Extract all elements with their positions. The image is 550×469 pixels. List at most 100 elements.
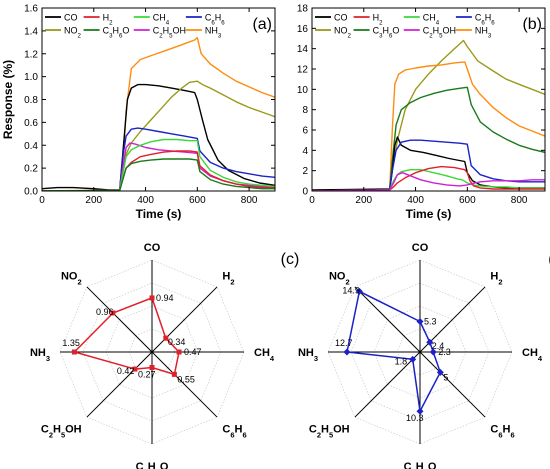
series-line-ch4 (42, 138, 275, 191)
series-line-c2h5oh (312, 171, 545, 191)
series-line-no2 (42, 80, 275, 191)
series-line-c6h6 (312, 139, 545, 191)
legend-label: CO (64, 13, 78, 23)
radar-axis-label: NH3 (30, 347, 50, 363)
radar-point (409, 355, 417, 363)
radar-value-label: 1.8 (395, 356, 408, 366)
radar-axis-label: CO (412, 242, 429, 254)
radar-value-label: 0.94 (156, 293, 174, 303)
radar-point (429, 348, 437, 356)
legend-label: C3H6O (373, 26, 400, 40)
radar-axis-label: H2 (490, 271, 502, 287)
x-tick-label: 600 (189, 195, 206, 206)
radar-value-label: 1.35 (62, 338, 80, 348)
series-group (42, 37, 275, 191)
y-tick-label: 0 (302, 187, 308, 198)
radar-ring (105, 305, 199, 399)
radar-spoke (86, 286, 153, 353)
legend-label: NO2 (64, 26, 82, 40)
x-tick-label: 400 (407, 195, 424, 206)
y-tick-label: 4 (302, 146, 308, 157)
legend-label: C3H6O (103, 26, 130, 40)
radar-point (149, 365, 155, 371)
radar-spoke (151, 286, 218, 353)
radar-value-label: 12.7 (335, 338, 353, 348)
radar-spoke (354, 286, 421, 353)
radar-spoke (354, 351, 421, 418)
y-tick-label: 18 (297, 4, 309, 15)
legend-label: NO2 (334, 26, 352, 40)
radar-axis-label: H2 (222, 271, 234, 287)
radar-value-label: 0.34 (168, 337, 186, 347)
radar-point (132, 366, 138, 372)
panel-label: (c) (281, 251, 300, 268)
y-tick-label: 16 (297, 24, 309, 35)
y-tick-label: 10 (297, 85, 309, 96)
radar-point (426, 338, 434, 346)
radar-value-label: 5.3 (424, 317, 437, 327)
legend-label: C6H6 (205, 13, 225, 27)
x-tick-label: 800 (241, 195, 258, 206)
radar-axis-label: C6H6 (490, 423, 514, 439)
radar-axis-label: NH3 (298, 347, 318, 363)
radar-value-label: 10.3 (406, 413, 424, 423)
x-tick-label: 800 (511, 195, 528, 206)
panel-b-line-chart: 0 200 400 600 800 0 2 4 6 8 10 12 14 16 18 Time (s) (b) C… (297, 4, 546, 221)
radar-point (171, 371, 177, 377)
series-line-nh3 (312, 61, 545, 191)
series-line-nh3 (42, 37, 275, 191)
series-line-co (312, 136, 545, 191)
radar-value-label: 0.96 (96, 307, 114, 317)
series-line-h2 (42, 150, 275, 191)
radar-axis-label: CO (144, 242, 161, 254)
series-line-c6h6 (42, 127, 275, 191)
radar-spoke (151, 351, 218, 418)
radar-point (343, 348, 351, 356)
legend-label: C6H6 (475, 13, 495, 27)
x-tick-label: 0 (39, 195, 45, 206)
x-tick-label: 400 (137, 195, 154, 206)
series-line-c3h6o (312, 86, 545, 191)
radar-point (355, 287, 363, 295)
radar-point (110, 310, 116, 316)
legend-label: CH4 (153, 13, 170, 27)
series-group (312, 39, 545, 191)
radar-axis-label: C2H5OH (309, 423, 350, 439)
radar-point (71, 349, 77, 355)
legend-label: H2 (103, 13, 114, 27)
y-tick-label: 1.0 (24, 72, 38, 83)
y-tick-label: 0.6 (24, 118, 38, 129)
plot-frame (311, 7, 546, 192)
y-tick-label: 1.2 (24, 49, 38, 60)
radar-axis-label: C6H6 (222, 423, 246, 439)
radar-axis-label: C2H5OH (41, 423, 82, 439)
radar-value-label: 0.42 (117, 366, 135, 376)
panel-c-radar-chart: 0.94 0.340.47 0.55 0.270.42 1.35 0.96 CO H2 CH4 C… (30, 242, 299, 469)
radar-axis-label: CH4 (254, 347, 275, 363)
legend-label: C2H5OH (423, 26, 456, 40)
y-tick-label: 6 (302, 126, 308, 137)
series-line-c2h5oh (42, 142, 275, 191)
legend-label: C2H5OH (153, 26, 186, 40)
radar-point (416, 318, 424, 326)
legend-label: H2 (373, 13, 384, 27)
y-tick-label: 1.4 (24, 26, 38, 37)
y-tick-label: 0.8 (24, 95, 38, 106)
radar-value-label: 0.47 (184, 347, 202, 357)
panel-d-radar-chart: 5.3 2.42.3 5 10.3 1.8 12.7 14.9 CO H2 CH4 C6H6 C3H6… (298, 242, 550, 469)
radar-value-label: 5 (443, 372, 448, 382)
radar-point (416, 407, 424, 415)
panel-label: (d) (548, 251, 550, 268)
radar-value-label: 14.9 (342, 285, 360, 295)
x-tick-label: 200 (85, 195, 102, 206)
radar-spoke (86, 351, 153, 418)
radar-value-label: 2.4 (432, 341, 445, 351)
legend-label: NH3 (475, 26, 492, 40)
y-tick-label: 0.2 (24, 164, 38, 175)
radar-axis-label: NO2 (329, 271, 350, 287)
panel-label: (b) (522, 16, 542, 33)
y-axis-label: Response (%) (1, 60, 15, 139)
series-line-co (42, 83, 275, 191)
radar-value-label: 0.55 (177, 374, 195, 384)
radar-point (163, 335, 169, 341)
